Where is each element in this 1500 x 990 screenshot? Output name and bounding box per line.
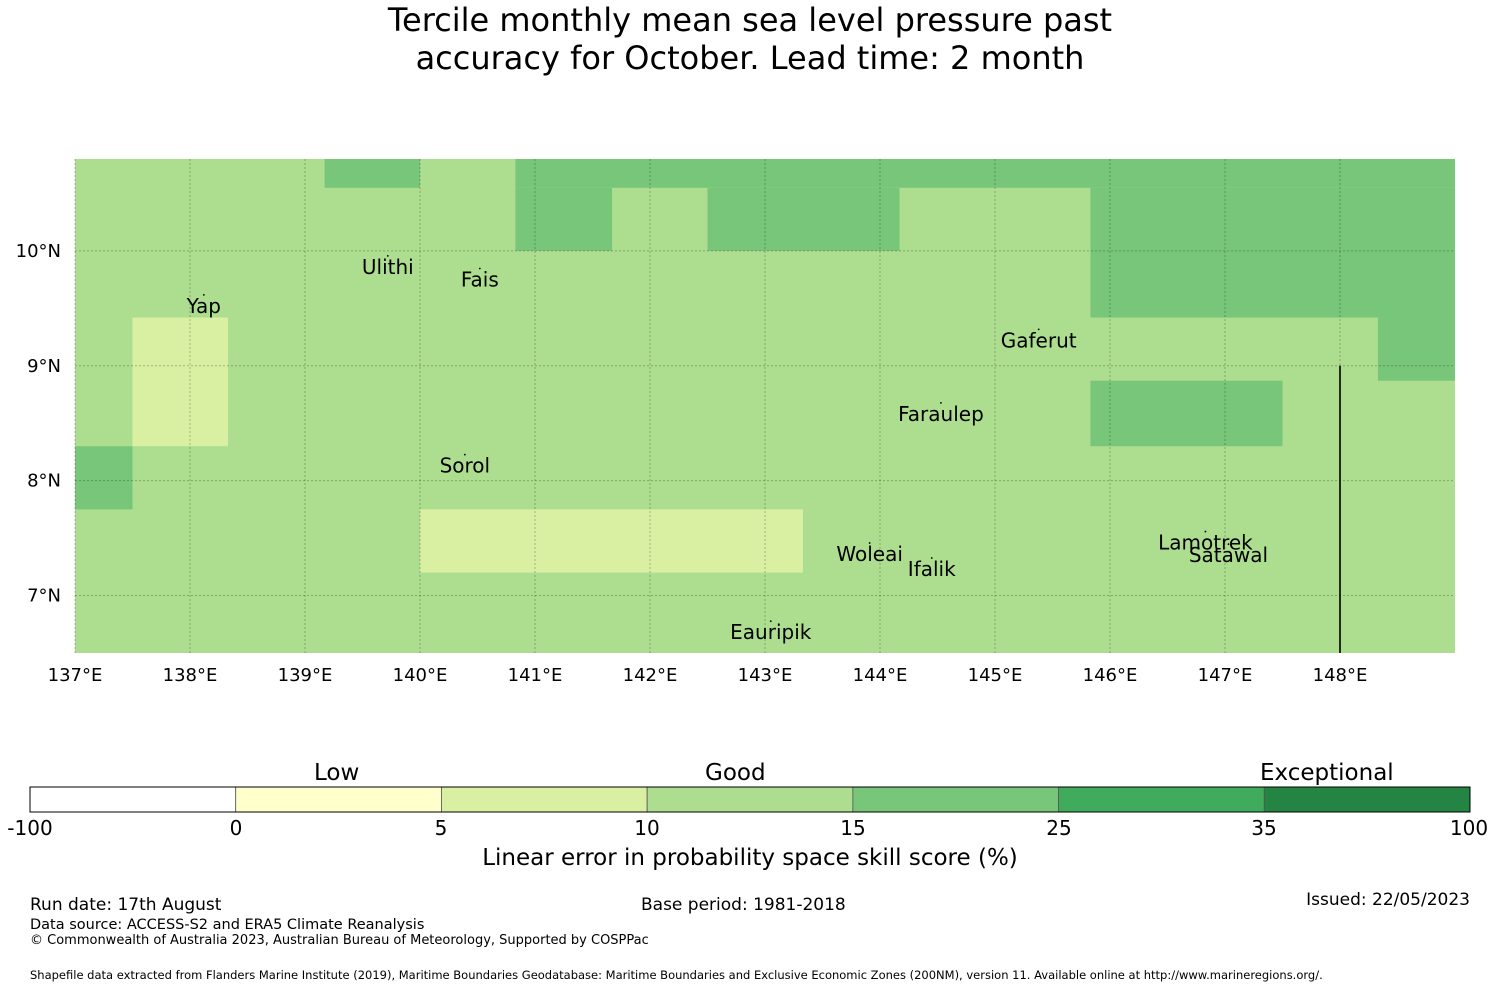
colorbar-tick-label: 10 [634,816,660,840]
skill-cell [324,159,420,188]
issued-date: Issued: 22/05/2023 [1306,890,1470,910]
place-label: Faraulep [898,402,984,426]
colorbar [29,786,1471,813]
colorbar-segment [441,786,648,813]
skill-cell [75,446,133,510]
lon-tick-label: 144°E [853,665,908,686]
skill-cell [132,317,228,447]
chart-title-line-2: accuracy for October. Lead time: 2 month [415,39,1085,77]
map-cells [75,159,1455,653]
lon-tick-label: 145°E [968,665,1023,686]
lon-tick-label: 138°E [163,665,218,686]
colorbar-outline [29,786,1471,813]
colorbar-segment [852,786,1059,813]
island-dot [478,267,481,270]
island-dot [1037,328,1040,331]
colorbar-tick-label: 100 [1449,816,1489,840]
lon-tick-label: 141°E [508,665,563,686]
colorbar-tick-label: 25 [1046,816,1072,840]
island-dot [386,254,389,257]
colorbar-segment [29,786,237,813]
place-label: Woleai [836,542,903,566]
island-dot [202,294,205,296]
island-dot [1227,543,1230,546]
colorbar-tick-label: 35 [1251,816,1277,840]
island-dot [940,401,942,404]
island-dot [769,620,772,623]
place-label: Yap [186,294,221,318]
lon-tick-label: 147°E [1198,665,1253,686]
skill-cell [420,509,803,573]
lon-tick-label: 148°E [1313,665,1368,686]
colorbar-segment [1058,786,1265,813]
lat-tick-label: 8°N [27,471,61,492]
colorbar-segment [1263,786,1471,813]
lon-tick-label: 146°E [1083,665,1138,686]
island-dot [868,542,871,544]
skill-cell [707,187,900,251]
lon-tick-label: 143°E [738,665,793,686]
place-label: Fais [461,267,499,291]
colorbar-tick-label: 5 [434,816,448,840]
island-dot [463,453,466,456]
colorbar-category-exceptional: Exceptional [1260,760,1394,786]
chart-title-line-1: Tercile monthly mean sea level pressure … [387,1,1113,39]
island-dot [1204,530,1207,533]
colorbar-tick-label: -100 [7,816,53,840]
colorbar-axis-label: Linear error in probability space skill … [482,845,1018,871]
colorbar-category-good: Good [705,760,766,786]
skill-cell [1377,317,1455,381]
colorbar-segment [235,786,442,813]
lon-tick-label: 137°E [48,665,103,686]
colorbar-segment [646,786,854,813]
skill-cell [515,159,1455,188]
map-tick-labels: 137°E 138°E 139°E 140°E 141°E 142°E 143°E 144°E… [16,241,1368,686]
lon-tick-label: 139°E [278,665,333,686]
place-label: Eauripik [730,620,812,644]
run-date: Run date: 17th August [30,895,222,915]
lon-tick-label: 142°E [623,665,678,686]
place-label: Sorol [440,454,491,478]
place-label: Gaferut [1001,328,1077,352]
colorbar-tick-label: 0 [229,816,243,840]
lon-tick-label: 140°E [393,665,448,686]
place-label: Satawal [1189,543,1268,567]
place-label: Lamotrek [1158,531,1253,555]
place-label: Ifalik [908,557,956,581]
map-gridlines [74,159,1455,653]
copyright-notice: © Commonwealth of Australia 2023, Austra… [30,933,649,948]
skill-cell [515,187,613,251]
place-label: Ulithi [362,255,414,279]
colorbar-category-low: Low [314,760,360,786]
skill-cell [1090,187,1455,318]
skill-cell [1090,380,1283,447]
island-dot [930,557,933,559]
lat-tick-label: 9°N [27,356,61,377]
data-source: Data source: ACCESS-S2 and ERA5 Climate … [30,917,425,933]
colorbar-tick-label: 15 [840,816,866,840]
map-places: Ulithi Fais Yap Gaferut Faraulep Sorol WoleaiI… [186,255,1268,644]
base-period: Base period: 1981-2018 [641,895,846,915]
lat-tick-label: 7°N [27,586,61,607]
shapefile-credit: Shapefile data extracted from Flanders M… [30,968,1323,982]
lat-tick-label: 10°N [16,241,61,262]
